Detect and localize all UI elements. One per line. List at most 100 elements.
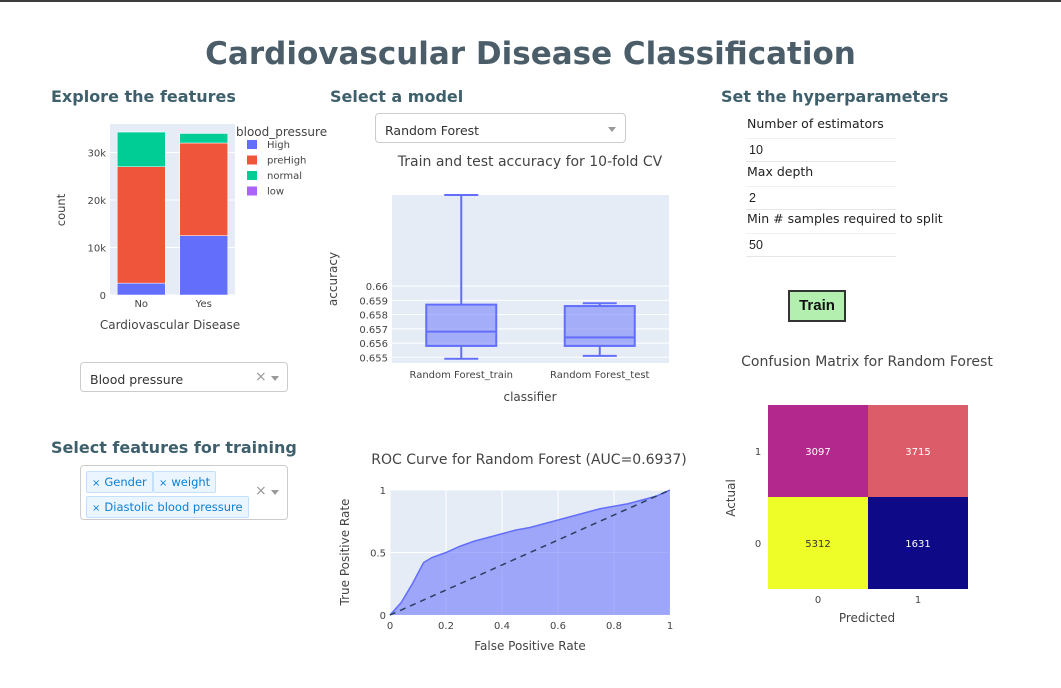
bar-y-tick-label: 20k (87, 196, 106, 207)
cm-y-tick-label: 1 (755, 447, 761, 458)
cm-cell (768, 405, 868, 497)
bar-segment (117, 282, 166, 296)
feature-tag[interactable]: × Gender (86, 471, 153, 493)
legend-label: preHigh (267, 156, 306, 167)
feature-tag[interactable]: × weight (153, 471, 217, 493)
bar-y-tick-label: 10k (87, 244, 106, 255)
roc-area-fill (390, 490, 670, 615)
bar-segment (179, 133, 228, 144)
roc-chart-title: ROC Curve for Random Forest (AUC=0.6937) (371, 452, 687, 468)
legend-title: blood_pressure (236, 125, 327, 139)
feature-tag[interactable]: × Diastolic blood pressure (86, 496, 249, 518)
roc-y-axis-label: True Positive Rate (338, 499, 352, 607)
cm-y-tick-label: 0 (755, 539, 761, 550)
legend-label: low (267, 187, 284, 198)
section-title-model: Select a model (330, 87, 464, 106)
box-y-tick-label: 0.657 (359, 325, 388, 336)
feature-dropdown[interactable]: Blood pressure × (80, 362, 288, 392)
bar-y-tick-label: 30k (87, 149, 106, 160)
box-y-tick-label: 0.656 (359, 339, 388, 350)
legend-swatch (247, 186, 257, 196)
cm-cell (868, 497, 968, 589)
bar-segment (117, 166, 166, 284)
bar-segment (179, 142, 228, 236)
confusion-matrix-chart: Confusion Matrix for Random Forest 3097 3… (724, 354, 993, 625)
roc-x-tick-label: 0.8 (606, 621, 622, 632)
train-button[interactable]: Train (788, 290, 846, 322)
cm-x-axis-label: Predicted (839, 611, 895, 625)
bar-x-tick-label: No (134, 299, 148, 310)
box-y-tick-label: 0.659 (359, 296, 388, 307)
remove-tag-icon[interactable]: × (92, 478, 101, 489)
feature-tag-label: Diastolic blood pressure (104, 500, 243, 514)
box-body (563, 305, 636, 347)
clear-icon[interactable]: × (255, 483, 267, 499)
roc-y-tick-label: 1 (380, 486, 386, 497)
roc-y-tick-label: 0 (380, 611, 386, 622)
roc-x-tick-label: 1 (667, 621, 673, 632)
cm-x-tick-label: 1 (915, 595, 921, 606)
cm-cell-value: 1631 (905, 539, 930, 550)
cm-chart-title: Confusion Matrix for Random Forest (741, 354, 993, 370)
n-estimators-input[interactable] (746, 138, 896, 162)
box-chart-title: Train and test accuracy for 10-fold CV (397, 154, 663, 170)
section-title-explore: Explore the features (51, 87, 236, 106)
legend-swatch (247, 140, 257, 149)
roc-x-tick-label: 0 (387, 621, 393, 632)
feature-bar-chart: 0 10k 20k 30k No Yes count Cardiovascular Di… (54, 124, 327, 332)
roc-x-tick-label: 0.6 (550, 621, 566, 632)
clear-icon[interactable]: × (255, 369, 267, 385)
page-title: Cardiovascular Disease Classification (205, 36, 856, 72)
bar-segment (117, 131, 166, 167)
roc-curve-line (389, 489, 671, 616)
box-y-tick-label: 0.66 (366, 282, 388, 293)
chevron-down-icon[interactable] (271, 490, 279, 495)
n-estimators-label: Number of estimators (747, 116, 884, 131)
min-samples-label: Min # samples required to split (747, 211, 943, 226)
model-dropdown-value: Random Forest (385, 123, 480, 138)
training-features-select[interactable]: × Gender × weight × Diastolic blood pressur… (80, 465, 288, 520)
cm-cell-value: 5312 (805, 539, 830, 550)
section-title-features: Select features for training (51, 438, 297, 457)
legend-label: High (267, 140, 290, 151)
bar-segment (179, 235, 228, 296)
accuracy-box-chart: Train and test accuracy for 10-fold CV 0… (326, 154, 669, 404)
min-samples-input[interactable] (746, 233, 896, 257)
max-depth-label: Max depth (747, 164, 814, 179)
remove-tag-icon[interactable]: × (159, 478, 168, 489)
model-dropdown[interactable]: Random Forest (375, 113, 626, 143)
remove-tag-icon[interactable]: × (92, 503, 101, 514)
section-title-hyperparameters: Set the hyperparameters (721, 87, 949, 106)
roc-curve-chart: ROC Curve for Random Forest (AUC=0.6937)… (338, 452, 687, 653)
cm-cell-value: 3715 (905, 447, 930, 458)
roc-x-axis-label: False Positive Rate (474, 639, 586, 653)
cm-cell-value: 3097 (805, 447, 830, 458)
legend-swatch (247, 155, 257, 165)
feature-tag-label: weight (171, 475, 211, 489)
box-x-tick-label: Random Forest_test (550, 370, 650, 381)
box-y-tick-label: 0.655 (359, 353, 388, 364)
chevron-down-icon[interactable] (608, 127, 616, 132)
chevron-down-icon[interactable] (271, 376, 279, 381)
roc-x-tick-label: 0.4 (494, 621, 510, 632)
box-y-axis-label: accuracy (326, 252, 340, 306)
cm-x-tick-label: 0 (815, 595, 821, 606)
feature-dropdown-value: Blood pressure (90, 372, 184, 387)
cm-cell (768, 497, 868, 589)
box-body (425, 303, 498, 347)
box-x-axis-label: classifier (504, 390, 557, 404)
bar-x-tick-label: Yes (195, 299, 212, 310)
max-depth-input[interactable] (746, 186, 896, 210)
box-y-tick-label: 0.658 (359, 311, 388, 322)
cm-cell (868, 405, 968, 497)
legend-label: normal (267, 171, 302, 182)
cm-y-axis-label: Actual (724, 479, 738, 517)
bar-y-axis-label: count (54, 193, 68, 226)
bar-x-axis-label: Cardiovascular Disease (100, 318, 240, 332)
box-x-tick-label: Random Forest_train (409, 370, 513, 381)
bar-y-tick-label: 0 (100, 291, 106, 302)
roc-x-tick-label: 0.2 (438, 621, 454, 632)
roc-y-tick-label: 0.5 (370, 549, 386, 560)
legend-swatch (247, 171, 257, 180)
roc-diagonal-line (389, 489, 671, 616)
